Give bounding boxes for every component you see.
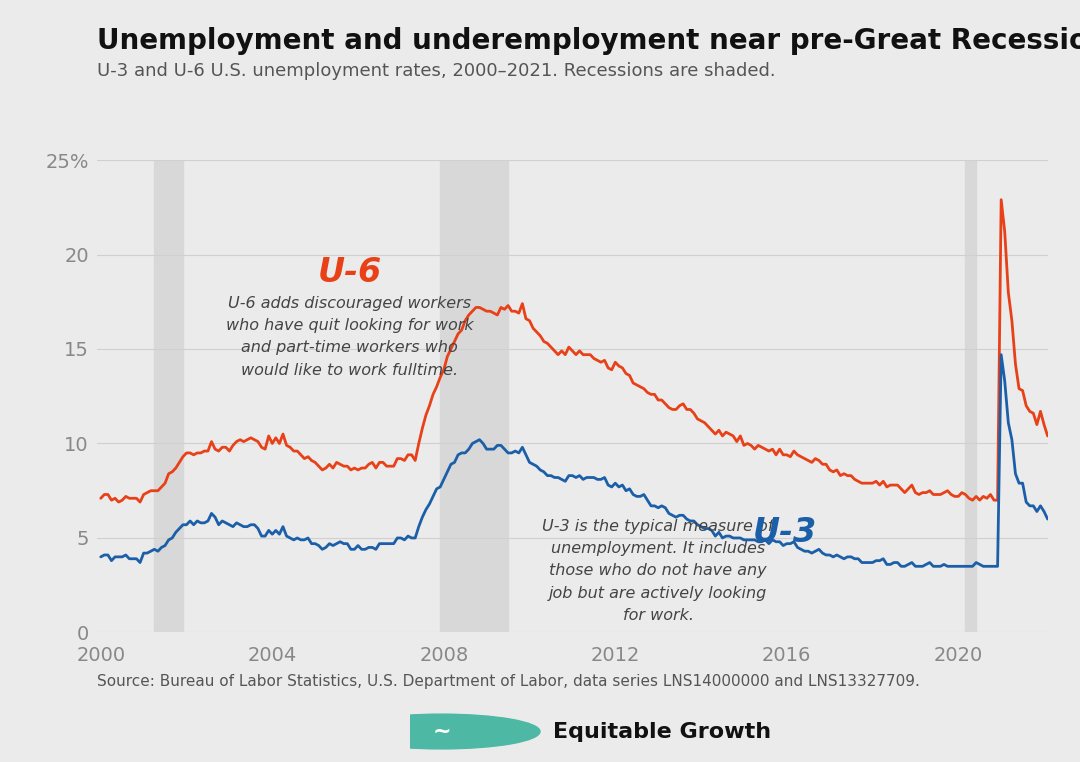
Bar — [154, 160, 183, 632]
Text: U-3: U-3 — [753, 516, 816, 549]
Bar — [966, 160, 976, 632]
Text: Source: Bureau of Labor Statistics, U.S. Department of Labor, data series LNS140: Source: Bureau of Labor Statistics, U.S.… — [97, 674, 920, 690]
Text: U-6: U-6 — [318, 255, 381, 289]
Bar — [441, 160, 508, 632]
Text: ~: ~ — [432, 722, 450, 741]
Circle shape — [343, 714, 540, 749]
Text: U-3 is the typical measure of
unemployment. It includes
those who do not have an: U-3 is the typical measure of unemployme… — [542, 519, 774, 623]
Text: Unemployment and underemployment near pre-Great Recession levels: Unemployment and underemployment near pr… — [97, 27, 1080, 55]
Text: U-3 and U-6 U.S. unemployment rates, 2000–2021. Recessions are shaded.: U-3 and U-6 U.S. unemployment rates, 200… — [97, 62, 775, 81]
Text: Equitable Growth: Equitable Growth — [553, 722, 771, 741]
Text: U-6 adds discouraged workers
who have quit looking for work
and part-time worker: U-6 adds discouraged workers who have qu… — [226, 296, 473, 378]
